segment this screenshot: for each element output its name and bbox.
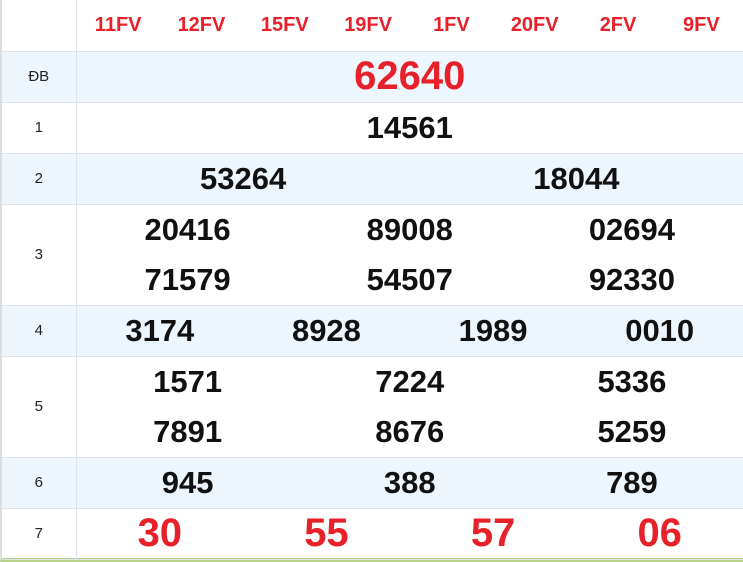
prize-number: 55 xyxy=(304,511,349,555)
code: 20FV xyxy=(510,13,559,36)
prize-row-5: 5 1571 7224 5336 7891 8676 5259 xyxy=(2,356,743,458)
prize-row-special: ĐB 62640 xyxy=(2,51,743,103)
prize-number: 7224 xyxy=(375,363,445,399)
prize-number: 18044 xyxy=(533,160,620,196)
prize-row-4: 4 3174 8928 1989 0010 xyxy=(2,305,743,357)
code: 1FV xyxy=(433,13,470,36)
prize-number: 5259 xyxy=(597,413,667,449)
prize-label: 2 xyxy=(2,153,77,205)
code: 11FV xyxy=(94,13,142,36)
code: 2FV xyxy=(599,13,637,36)
prize-number: 1571 xyxy=(153,363,223,399)
prize-label: 1 xyxy=(2,102,77,154)
code: 9FV xyxy=(683,13,720,36)
prize-number: 789 xyxy=(606,464,658,500)
prize-number: 8928 xyxy=(291,312,361,348)
prize-number: 0010 xyxy=(625,312,695,348)
prize-label: 3 xyxy=(2,204,77,306)
prize-number: 388 xyxy=(383,464,436,500)
prize-number: 02694 xyxy=(588,211,676,247)
prize-number: 7891 xyxy=(153,413,223,449)
prize-number: 53264 xyxy=(200,160,287,196)
prize-number: 06 xyxy=(637,511,682,555)
prize-number: 30 xyxy=(137,511,183,555)
prize-number: 3174 xyxy=(125,312,195,348)
prize-number: 5336 xyxy=(597,363,667,399)
prize-label: 6 xyxy=(2,457,77,509)
code: 12FV xyxy=(177,13,226,36)
prize-row-7: 7 30 55 57 06 xyxy=(2,508,743,560)
prize-number: 92330 xyxy=(588,261,676,297)
prize-number: 1989 xyxy=(458,312,528,348)
code: 15FV xyxy=(260,13,309,36)
prize-number: 89008 xyxy=(366,211,453,247)
prize-number: 20416 xyxy=(144,211,231,247)
prize-row-2: 2 53264 18044 xyxy=(2,153,743,205)
prize-row-3: 3 20416 89008 02694 71579 54507 92330 xyxy=(2,204,743,306)
prize-codes: 11FV 12FV 15FV 19FV 1FV 20FV 2FV 9FV xyxy=(77,14,743,37)
prize-label: 4 xyxy=(2,305,77,357)
prize-number: 71579 xyxy=(144,261,231,297)
prize-label: ĐB xyxy=(2,51,77,103)
prize-row-6: 6 945 388 789 xyxy=(2,457,743,509)
prize-number: 945 xyxy=(161,464,214,500)
prize-label: 7 xyxy=(2,508,77,560)
special-prize-number: 62640 xyxy=(354,54,466,98)
prize-number: 8676 xyxy=(375,413,445,449)
prize-number: 54507 xyxy=(366,261,453,297)
prize-row-1: 1 14561 xyxy=(2,102,743,154)
prize-number: 57 xyxy=(470,511,516,555)
code: 19FV xyxy=(344,13,392,36)
corner-cell xyxy=(2,0,77,52)
prize-label: 5 xyxy=(2,356,77,458)
prize-number: 14561 xyxy=(366,109,453,145)
